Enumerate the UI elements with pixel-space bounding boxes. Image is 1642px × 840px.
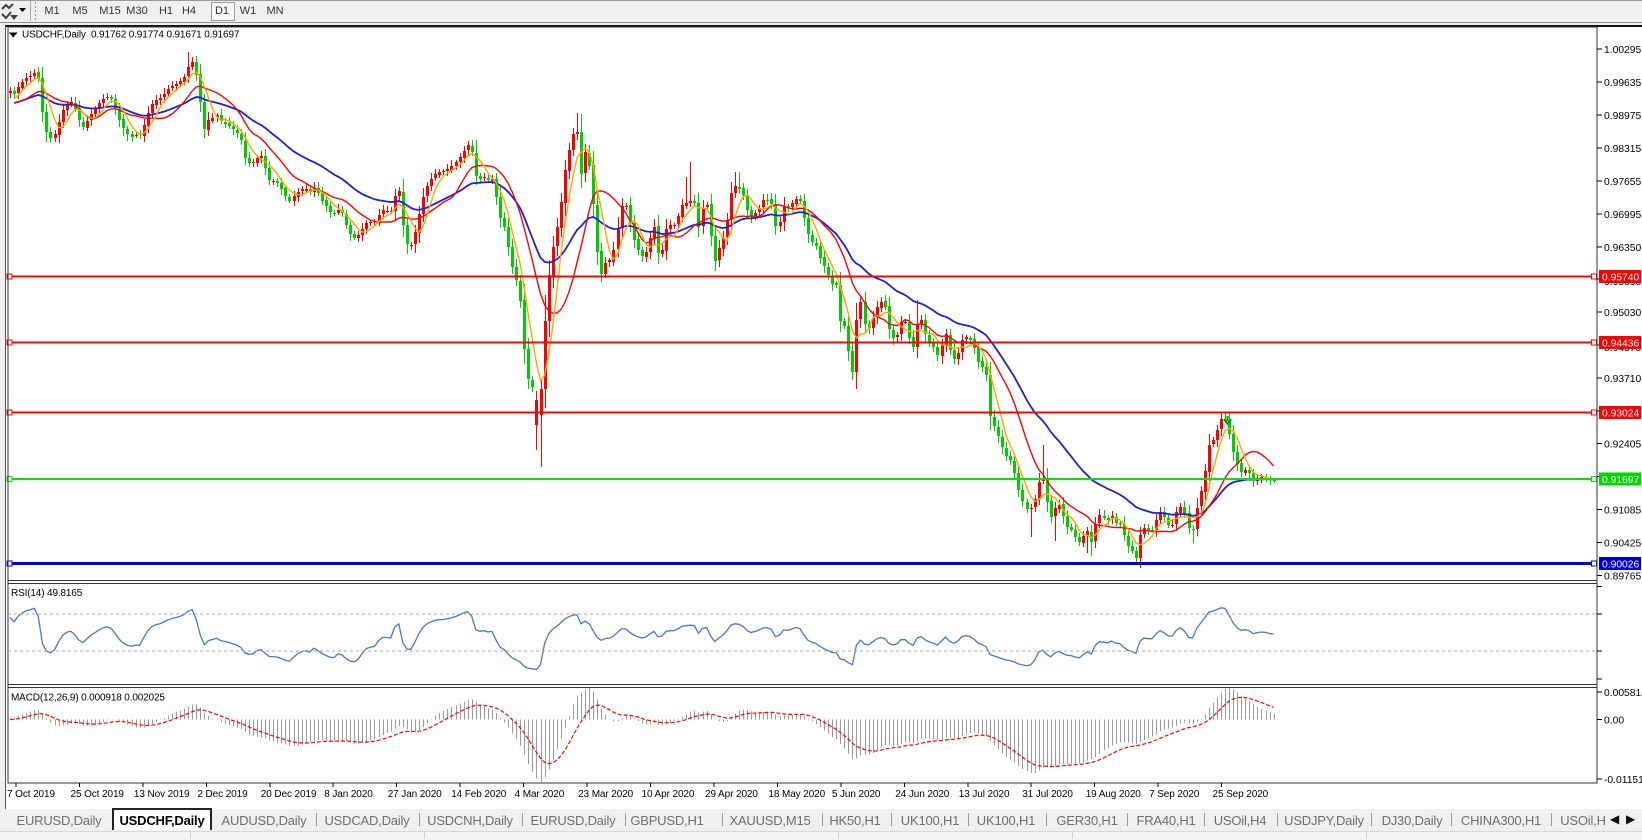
svg-text:0.90026: 0.90026 (1602, 560, 1639, 571)
svg-text:-0.011514: -0.011514 (1604, 775, 1642, 786)
svg-text:14 Feb 2020: 14 Feb 2020 (451, 789, 507, 800)
svg-text:0.89765: 0.89765 (1604, 572, 1641, 583)
svg-text:0.92405: 0.92405 (1604, 440, 1641, 451)
svg-text:10 Apr 2020: 10 Apr 2020 (642, 789, 695, 800)
svg-text:1.00295: 1.00295 (1604, 45, 1641, 56)
svg-text:25 Sep 2020: 25 Sep 2020 (1213, 789, 1269, 800)
svg-text:7 Oct 2019: 7 Oct 2019 (7, 789, 55, 800)
svg-text:0.98315: 0.98315 (1604, 144, 1641, 155)
svg-text:4 Mar 2020: 4 Mar 2020 (515, 789, 565, 800)
svg-text:18 May 2020: 18 May 2020 (768, 789, 825, 800)
svg-text:13 Nov 2019: 13 Nov 2019 (134, 789, 190, 800)
svg-text:0.90425: 0.90425 (1604, 539, 1641, 550)
svg-text:31 Jul 2020: 31 Jul 2020 (1022, 789, 1073, 800)
svg-text:0.93024: 0.93024 (1602, 409, 1639, 420)
svg-text:23 Mar 2020: 23 Mar 2020 (578, 789, 634, 800)
svg-text:19 Aug 2020: 19 Aug 2020 (1086, 789, 1142, 800)
svg-text:25 Oct 2019: 25 Oct 2019 (71, 789, 125, 800)
svg-text:13 Jul 2020: 13 Jul 2020 (959, 789, 1010, 800)
svg-text:0.93710: 0.93710 (1604, 374, 1641, 385)
svg-text:0.005818: 0.005818 (1604, 688, 1642, 699)
svg-text:0.94436: 0.94436 (1602, 339, 1639, 350)
svg-text:MACD(12,26,9) 0.000918 0.00202: MACD(12,26,9) 0.000918 0.002025 (11, 693, 165, 704)
svg-text:0.96350: 0.96350 (1604, 243, 1641, 254)
svg-text:0.99635: 0.99635 (1604, 78, 1641, 89)
svg-text:24 Jun 2020: 24 Jun 2020 (895, 789, 949, 800)
svg-text:20 Dec 2019: 20 Dec 2019 (261, 789, 317, 800)
svg-text:0.96995: 0.96995 (1604, 210, 1641, 221)
svg-text:USDCHF,Daily 0.91762 0.91774: USDCHF,Daily 0.91762 0.91774 0.91671 0.9… (22, 30, 240, 41)
svg-text:RSI(14) 49.8165: RSI(14) 49.8165 (11, 588, 83, 599)
svg-text:0.95740: 0.95740 (1602, 273, 1639, 284)
svg-text:5 Jun 2020: 5 Jun 2020 (832, 789, 881, 800)
svg-text:0.91697: 0.91697 (1602, 475, 1639, 486)
svg-text:27 Jan 2020: 27 Jan 2020 (388, 789, 442, 800)
svg-text:0.00: 0.00 (1604, 716, 1624, 727)
svg-text:2 Dec 2019: 2 Dec 2019 (197, 789, 248, 800)
svg-text:0.95030: 0.95030 (1604, 308, 1641, 319)
svg-text:0.98975: 0.98975 (1604, 111, 1641, 122)
svg-text:8 Jan 2020: 8 Jan 2020 (324, 789, 373, 800)
svg-text:0.91085: 0.91085 (1604, 506, 1641, 517)
svg-text:7 Sep 2020: 7 Sep 2020 (1149, 789, 1200, 800)
svg-text:29 Apr 2020: 29 Apr 2020 (705, 789, 758, 800)
svg-text:0.97655: 0.97655 (1604, 177, 1641, 188)
